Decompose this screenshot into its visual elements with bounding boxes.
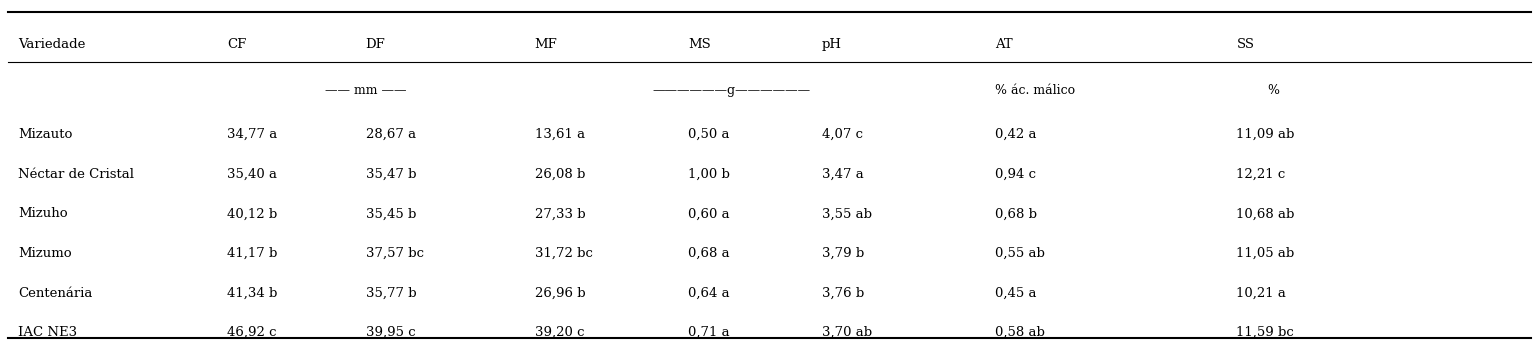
- Text: Néctar de Cristal: Néctar de Cristal: [18, 168, 135, 181]
- Text: 10,21 a: 10,21 a: [1236, 287, 1286, 299]
- Text: 3,70 ab: 3,70 ab: [822, 326, 872, 339]
- Text: —— mm ——: —— mm ——: [324, 84, 407, 97]
- Text: MF: MF: [535, 38, 558, 51]
- Text: 28,67 a: 28,67 a: [366, 128, 416, 141]
- Text: 40,12 b: 40,12 b: [227, 207, 278, 220]
- Text: % ác. málico: % ác. málico: [995, 84, 1075, 97]
- Text: 39,95 c: 39,95 c: [366, 326, 415, 339]
- Text: 12,21 c: 12,21 c: [1236, 168, 1286, 181]
- Text: 35,47 b: 35,47 b: [366, 168, 416, 181]
- Text: 39,20 c: 39,20 c: [535, 326, 584, 339]
- Text: 3,79 b: 3,79 b: [822, 247, 865, 260]
- Text: 27,33 b: 27,33 b: [535, 207, 585, 220]
- Text: 3,47 a: 3,47 a: [822, 168, 863, 181]
- Text: 11,09 ab: 11,09 ab: [1236, 128, 1295, 141]
- Text: 13,61 a: 13,61 a: [535, 128, 585, 141]
- Text: 46,92 c: 46,92 c: [227, 326, 276, 339]
- Text: IAC NE3: IAC NE3: [18, 326, 77, 339]
- Text: %: %: [1267, 84, 1279, 97]
- Text: 31,72 bc: 31,72 bc: [535, 247, 593, 260]
- Text: MS: MS: [688, 38, 711, 51]
- Text: 0,58 ab: 0,58 ab: [995, 326, 1044, 339]
- Text: 37,57 bc: 37,57 bc: [366, 247, 424, 260]
- Text: AT: AT: [995, 38, 1012, 51]
- Text: 0,45 a: 0,45 a: [995, 287, 1037, 299]
- Text: 26,08 b: 26,08 b: [535, 168, 585, 181]
- Text: 11,59 bc: 11,59 bc: [1236, 326, 1295, 339]
- Text: 0,42 a: 0,42 a: [995, 128, 1037, 141]
- Text: 0,94 c: 0,94 c: [995, 168, 1037, 181]
- Text: 34,77 a: 34,77 a: [227, 128, 278, 141]
- Text: 0,68 b: 0,68 b: [995, 207, 1037, 220]
- Text: Variedade: Variedade: [18, 38, 86, 51]
- Text: 26,96 b: 26,96 b: [535, 287, 585, 299]
- Text: 3,76 b: 3,76 b: [822, 287, 865, 299]
- Text: SS: SS: [1236, 38, 1255, 51]
- Text: 0,68 a: 0,68 a: [688, 247, 730, 260]
- Text: DF: DF: [366, 38, 386, 51]
- Text: 11,05 ab: 11,05 ab: [1236, 247, 1295, 260]
- Text: 35,45 b: 35,45 b: [366, 207, 416, 220]
- Text: Mizuho: Mizuho: [18, 207, 68, 220]
- Text: 3,55 ab: 3,55 ab: [822, 207, 872, 220]
- Text: CF: CF: [227, 38, 247, 51]
- Text: 1,00 b: 1,00 b: [688, 168, 730, 181]
- Text: 41,17 b: 41,17 b: [227, 247, 278, 260]
- Text: 35,77 b: 35,77 b: [366, 287, 416, 299]
- Text: 41,34 b: 41,34 b: [227, 287, 278, 299]
- Text: Centenária: Centenária: [18, 287, 92, 299]
- Text: 35,40 a: 35,40 a: [227, 168, 278, 181]
- Text: 0,64 a: 0,64 a: [688, 287, 730, 299]
- Text: 4,07 c: 4,07 c: [822, 128, 863, 141]
- Text: 0,71 a: 0,71 a: [688, 326, 730, 339]
- Text: 0,55 ab: 0,55 ab: [995, 247, 1044, 260]
- Text: 10,68 ab: 10,68 ab: [1236, 207, 1295, 220]
- Text: Mizumo: Mizumo: [18, 247, 72, 260]
- Text: Mizauto: Mizauto: [18, 128, 72, 141]
- Text: 0,60 a: 0,60 a: [688, 207, 730, 220]
- Text: 0,50 a: 0,50 a: [688, 128, 730, 141]
- Text: ——————g——————: ——————g——————: [653, 84, 811, 97]
- Text: pH: pH: [822, 38, 842, 51]
